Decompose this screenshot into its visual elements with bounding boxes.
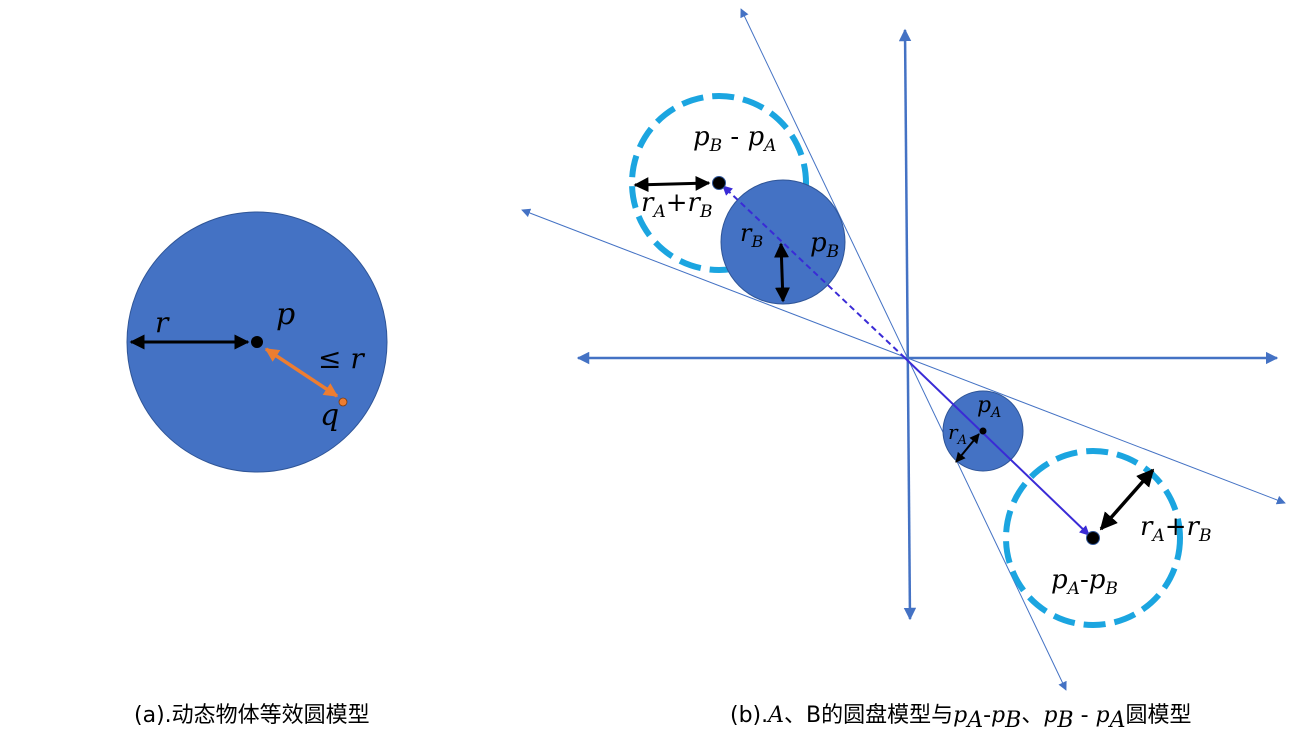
center-point-p [251, 336, 263, 348]
cone-line-steep [740, 8, 1067, 691]
point-top [712, 176, 726, 190]
dashed-circle-top [629, 93, 809, 273]
panel-a: r p ≤ r q (a).动态物体等效圆模型 [126, 211, 388, 728]
distance-arrow [264, 347, 339, 398]
panel-b: pB - pA rA+rB rB pB pA rA rA+rB pA-pB (b… [521, 8, 1286, 733]
label-pb-minus-pa: pB - pA [693, 122, 776, 156]
label-r: r [155, 306, 170, 339]
point-pa [979, 427, 987, 435]
point-bottom [1086, 531, 1100, 545]
label-ra: rA [948, 420, 967, 448]
caption-b: (b).A、B的圆盘模型与pA-pB、pB - pA圆模型 [730, 703, 1192, 733]
arrow-ra-plus-rb-bottom [1099, 468, 1155, 531]
arrow-rb [773, 242, 791, 303]
label-pa-minus-pb: pA-pB [1051, 565, 1118, 599]
vector-pa-minus-pb [904, 357, 1090, 536]
label-q: q [320, 398, 339, 433]
vector-pb-minus-pa [722, 185, 906, 359]
label-ra-plus-rb-top: rA+rB [641, 188, 712, 222]
label-p: p [276, 297, 295, 332]
label-le-r: ≤ r [318, 342, 365, 375]
label-ra-plus-rb-bottom: rA+rB [1140, 512, 1211, 546]
label-pa: pA [977, 393, 1001, 421]
label-pb: pB [810, 228, 839, 262]
arrow-ra-plus-rb-top [633, 175, 711, 193]
label-rb: rB [740, 219, 763, 251]
y-axis [898, 28, 917, 621]
point-q [338, 397, 348, 407]
caption-a: (a).动态物体等效圆模型 [134, 703, 370, 728]
dashed-circle-bottom [1003, 448, 1183, 628]
arrow-ra [955, 433, 980, 463]
